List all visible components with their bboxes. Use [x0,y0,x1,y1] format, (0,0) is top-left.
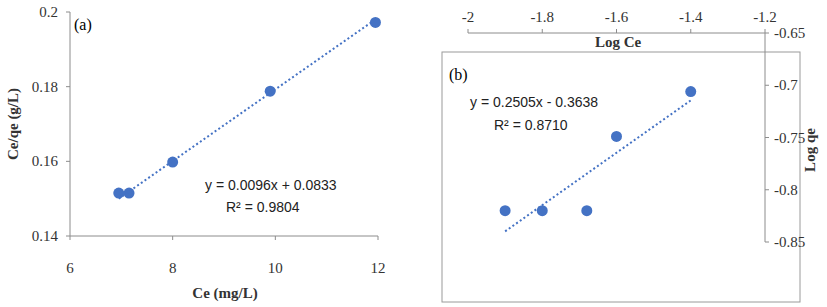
x-tick [616,29,617,33]
y-tick [765,242,769,243]
x-tick [542,29,543,33]
data-point [500,205,511,216]
x-tick-label: -1.4 [679,9,703,25]
panel-label: (b) [449,66,468,84]
x-tick-label: 10 [268,260,283,276]
y-axis-title: Log qe [802,128,818,172]
y-tick [66,86,70,87]
annotation: y = 0.2505x - 0.3638 [470,94,598,110]
x-tick-label: 12 [371,260,386,276]
x-axis-title: Log Ce [595,34,642,50]
data-point [581,205,592,216]
y-tick-label: -0.8 [774,182,798,198]
x-tick [172,236,173,240]
x-tick [378,236,379,240]
y-tick-label: 0.14 [32,228,59,244]
x-tick [468,29,469,33]
panel: 6 8 10 12 0.14 0.16 0.18 0.2 (a) y = 0.0096x + 0.… [5,4,386,302]
x-tick-label: -1.6 [605,9,629,25]
y-tick-label: 0.2 [39,4,58,20]
x-tick-label: -2 [462,9,475,25]
y-tick [765,85,769,86]
y-tick-label: -0.75 [774,130,805,146]
y-tick-label: -0.7 [774,77,798,93]
annotation: y = 0.0096x + 0.0833 [205,177,337,193]
panel: -2 -1.8 -1.6 -1.4 -1.2 -0.85 -0.8 -0.75 -0.7 -0.6… [442,9,818,302]
figure: 6 8 10 12 0.14 0.16 0.18 0.2 (a) y = 0.0096x + 0.… [0,0,827,307]
data-point [370,17,381,28]
data-point [167,157,178,168]
annotation: R² = 0.9804 [226,199,300,215]
panel-label: (a) [74,16,92,34]
x-tick [275,236,276,240]
x-tick-label: -1.8 [530,9,554,25]
y-tick [765,189,769,190]
y-axis-line [70,12,71,236]
y-tick-label: 0.16 [32,153,59,169]
x-axis-line [70,236,378,237]
y-tick-label: 0.18 [32,79,58,95]
data-point [124,188,135,199]
data-point [685,86,696,97]
y-tick-label: -0.85 [774,234,805,250]
y-tick [66,236,70,237]
x-tick [765,29,766,33]
x-axis-title: Ce (mg/L) [192,285,257,302]
y-tick [66,161,70,162]
y-tick [765,137,769,138]
trend-line [119,19,376,198]
y-axis-title: Ce/qe (g/L) [5,88,22,160]
y-tick [66,12,70,13]
x-tick-label: 6 [66,260,74,276]
y-tick-label: -0.65 [774,25,805,41]
x-tick-label: -1.2 [753,9,777,25]
annotation: R² = 0.8710 [494,117,568,133]
plot-area [113,17,381,199]
y-tick [765,33,769,34]
x-tick-label: 8 [169,260,177,276]
data-point [113,188,124,199]
panel-frame [442,52,800,302]
x-tick [690,29,691,33]
x-tick [70,236,71,240]
data-point [611,131,622,142]
